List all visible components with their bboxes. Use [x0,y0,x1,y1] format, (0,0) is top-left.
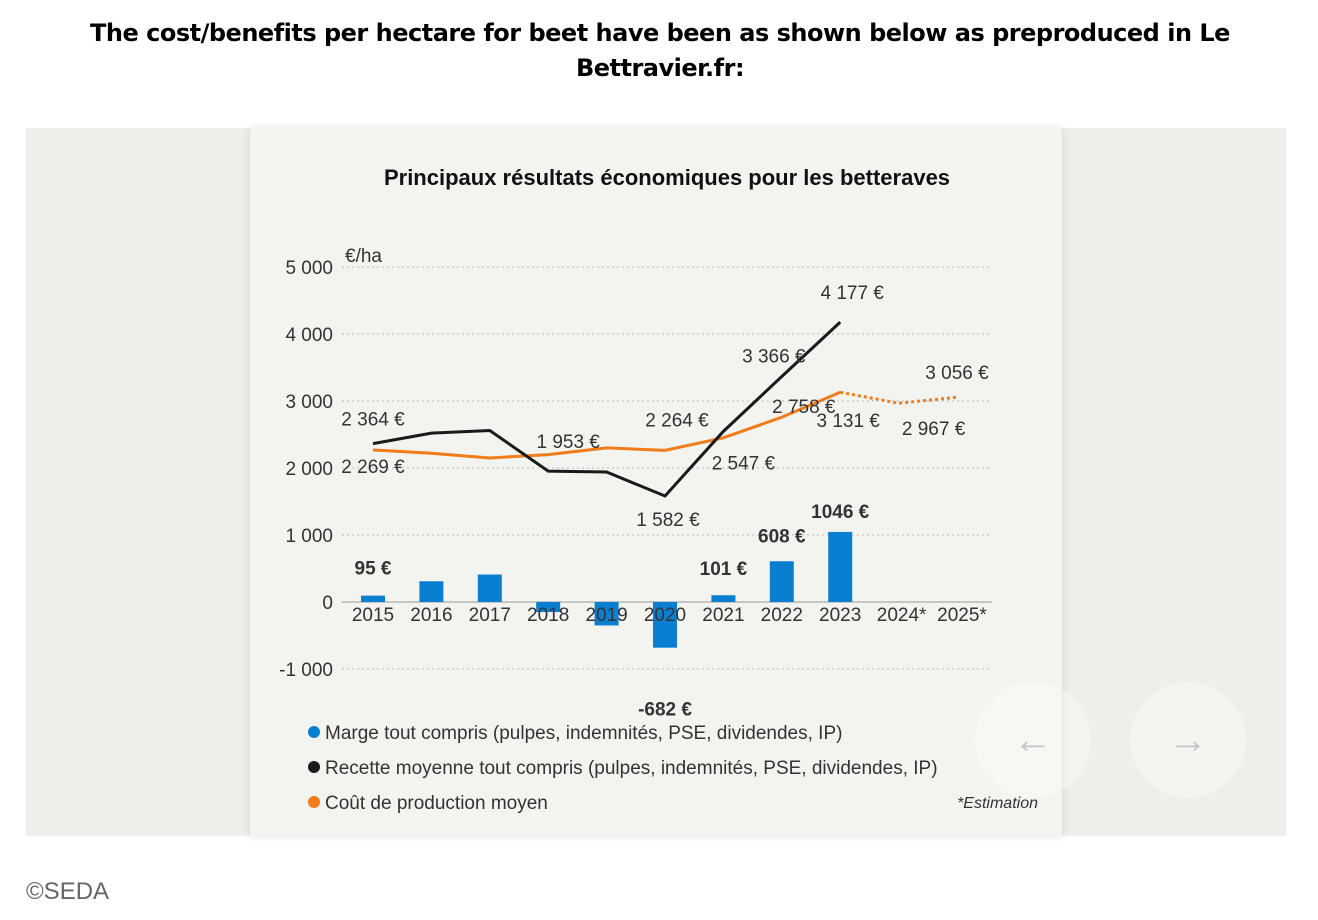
arrow-left-icon: ← [1013,717,1053,762]
series-line-estimate [839,390,958,405]
bar-2018 [536,602,561,613]
arrow-right-icon: → [1168,717,1208,762]
data-label: 608 € [758,526,806,547]
image-credit: ©SEDA [26,878,110,905]
y-tick-label: 0 [322,593,333,614]
x-tick-label: 2025* [937,605,987,626]
x-tick-label: 2017 [469,605,511,626]
data-label: 1 582 € [636,510,700,531]
data-label: 3 056 € [925,363,989,384]
legend-label: Coût de production moyen [325,793,548,814]
y-axis-unit: €/ha [345,246,382,267]
y-tick-label: 1 000 [285,526,333,547]
prev-slide-button[interactable]: ← [975,682,1091,798]
y-tick-label: 5 000 [285,258,333,279]
x-tick-label: 2021 [702,605,744,626]
legend-label: Marge tout compris (pulpes, indemnités, … [325,723,842,744]
data-label: 2 364 € [341,410,405,431]
data-label: 1 953 € [536,432,600,453]
x-tick-label: 2024* [877,605,927,626]
data-label: 3 131 € [816,411,880,432]
x-tick-label: 2015 [352,605,394,626]
bar-2020 [653,602,677,648]
legend-label: Recette moyenne tout compris (pulpes, in… [325,758,938,779]
y-tick-label: 3 000 [285,392,333,413]
x-tick-label: 2023 [819,605,861,626]
bar-2023 [828,531,853,602]
x-tick-label: 2022 [761,605,803,626]
series-line [372,390,841,460]
data-label: 2 967 € [902,419,966,440]
x-tick-label: 2016 [410,605,452,626]
legend-marker [308,796,320,808]
data-label: 1046 € [811,502,870,523]
y-tick-label: 4 000 [285,325,333,346]
bar-2022 [769,561,794,602]
bar-2016 [419,581,444,602]
legend-marker [308,761,320,773]
legend-marker [308,726,320,738]
chart-panel [250,128,1062,836]
data-label: 2 547 € [712,453,776,474]
data-label: 2 758 € [772,397,836,418]
data-label: 4 177 € [820,283,884,304]
bar-2021 [711,595,736,602]
footnote: *Estimation [957,795,1038,812]
data-label: 101 € [700,559,748,580]
x-tick-label: 2019 [585,605,627,626]
bar-2019 [594,602,619,626]
data-label: -682 € [638,700,692,721]
data-label: 95 € [355,559,392,580]
page-heading: The cost/benefits per hectare for beet h… [90,19,1230,82]
bar-2017 [477,574,502,602]
data-label: 3 366 € [742,346,806,367]
bar-2015 [361,595,385,602]
data-label: 2 269 € [341,457,405,478]
x-tick-label: 2020 [644,605,686,626]
y-tick-label: -1 000 [279,660,333,681]
y-tick-label: 2 000 [285,459,333,480]
x-tick-label: 2018 [527,605,569,626]
next-slide-button[interactable]: → [1130,682,1246,798]
data-label: 2 264 € [645,410,709,431]
series-line [372,321,842,498]
chart-title: Principaux résultats économiques pour le… [384,165,950,190]
